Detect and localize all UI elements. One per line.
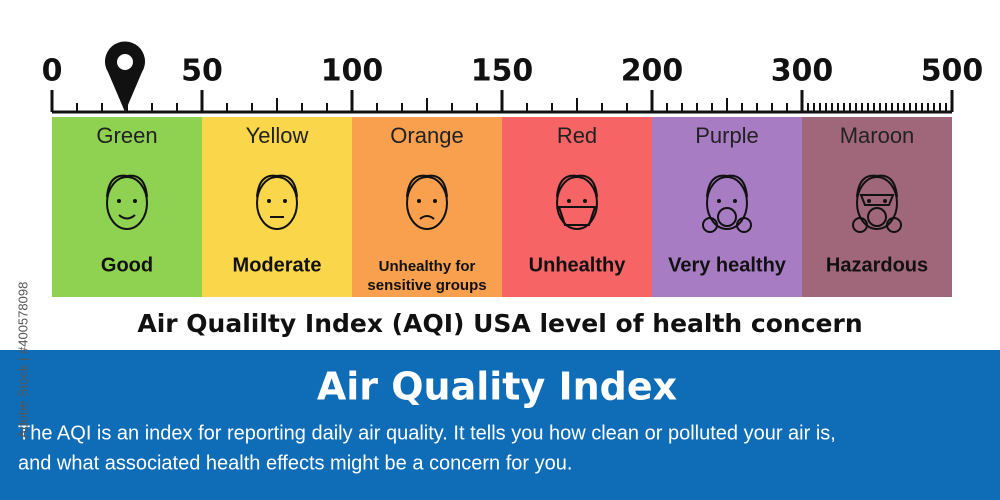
face-icon xyxy=(852,174,902,233)
band-color-name: Green xyxy=(96,123,157,148)
band-label: Good xyxy=(101,254,153,276)
face-eye xyxy=(283,199,287,203)
band-color-name: Orange xyxy=(390,123,463,148)
tick-label: 500 xyxy=(921,54,984,89)
face-eye xyxy=(133,199,137,203)
filter xyxy=(852,217,868,233)
tick-label: 200 xyxy=(621,54,684,89)
banner-body: The AQI is an index for reporting daily … xyxy=(18,422,836,444)
face-hair xyxy=(106,174,148,198)
caption: Air Qualilty Index (AQI) USA level of he… xyxy=(137,309,862,338)
face-eye xyxy=(117,199,121,203)
filter xyxy=(886,217,902,233)
band-label: sensitive groups xyxy=(367,277,486,294)
filter xyxy=(702,217,718,233)
face-hair xyxy=(556,174,598,198)
tick-label: 100 xyxy=(321,54,384,89)
watermark: Adobe Stock | #400578098 xyxy=(15,282,30,439)
face-icon xyxy=(106,174,148,230)
face-mask xyxy=(557,206,597,226)
face-eye xyxy=(567,199,571,203)
tick-label: 0 xyxy=(42,54,63,89)
face-eye xyxy=(583,199,587,203)
band-color-name: Yellow xyxy=(246,123,309,148)
face-eye xyxy=(883,199,887,203)
goggles xyxy=(859,194,895,206)
aqi-band xyxy=(52,117,202,297)
face-icon xyxy=(556,174,598,230)
location-pin xyxy=(105,41,146,112)
banner xyxy=(0,350,1000,500)
filter xyxy=(736,217,752,233)
band-label: Hazardous xyxy=(826,254,928,276)
face-eye xyxy=(717,199,721,203)
band-label: Unhealthy xyxy=(529,254,627,276)
band-color-name: Red xyxy=(557,123,597,148)
face-icon xyxy=(702,174,752,233)
face-hair xyxy=(256,174,298,198)
face-mouth xyxy=(419,215,435,220)
band-color-name: Maroon xyxy=(840,123,915,148)
tick-label: 150 xyxy=(471,54,534,89)
face-icon xyxy=(406,174,448,230)
aqi-band xyxy=(352,117,502,297)
tick-label: 50 xyxy=(181,54,223,89)
face-eye xyxy=(733,199,737,203)
aqi-band xyxy=(202,117,352,297)
face-eye xyxy=(267,199,271,203)
band-label: Unhealthy for xyxy=(379,258,476,275)
respirator xyxy=(717,207,737,227)
tick-label: 300 xyxy=(771,54,834,89)
banner-title: Air Quality Index xyxy=(317,365,677,409)
band-label: Moderate xyxy=(233,254,322,276)
respirator xyxy=(867,207,887,227)
face-hair xyxy=(856,174,898,198)
band-color-name: Purple xyxy=(695,123,759,148)
face-eye xyxy=(433,199,437,203)
face-icon xyxy=(256,174,298,230)
face-mouth xyxy=(118,214,136,220)
face-eye xyxy=(417,199,421,203)
banner-body: and what associated health effects might… xyxy=(18,452,572,474)
face-hair xyxy=(406,174,448,198)
face-hair xyxy=(706,174,748,198)
band-label: Very healthy xyxy=(668,254,787,276)
face-eye xyxy=(867,199,871,203)
